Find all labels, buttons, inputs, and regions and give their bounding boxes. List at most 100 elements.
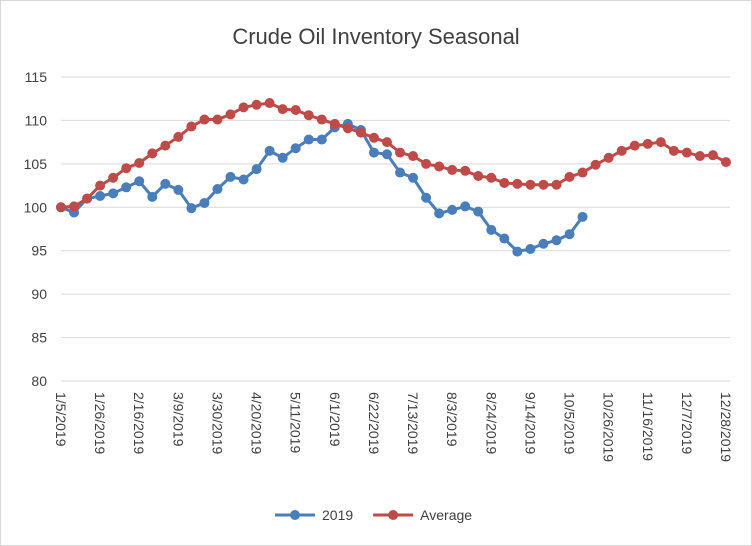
x-tick-label: 6/22/2019 xyxy=(366,392,382,454)
data-point xyxy=(694,151,705,162)
data-point xyxy=(95,180,106,191)
data-point xyxy=(69,201,80,212)
data-point xyxy=(121,182,132,193)
data-point xyxy=(199,197,210,208)
data-point xyxy=(447,204,458,215)
data-point xyxy=(434,161,445,172)
data-point xyxy=(616,145,627,156)
data-point xyxy=(134,157,145,168)
legend-label: 2019 xyxy=(322,507,353,523)
data-point xyxy=(577,167,588,178)
data-point xyxy=(368,132,379,143)
data-point xyxy=(421,192,432,203)
chart-title: Crude Oil Inventory Seasonal xyxy=(232,24,519,49)
x-tick-label: 10/5/2019 xyxy=(562,392,578,454)
data-point xyxy=(564,171,575,182)
x-tick-label: 2/16/2019 xyxy=(131,392,147,454)
data-point xyxy=(655,137,666,148)
data-point xyxy=(707,150,718,161)
x-tick-label: 3/9/2019 xyxy=(170,392,186,447)
data-point xyxy=(329,118,340,129)
data-point xyxy=(434,208,445,219)
data-point xyxy=(512,246,523,257)
data-point xyxy=(108,172,119,183)
data-point xyxy=(82,193,93,204)
legend-marker xyxy=(388,510,399,520)
data-point xyxy=(173,184,184,195)
data-point xyxy=(681,147,692,158)
data-point xyxy=(238,102,249,113)
series-line xyxy=(60,101,727,209)
x-tick-label: 9/14/2019 xyxy=(522,392,538,454)
x-tick-label: 12/28/2019 xyxy=(718,392,734,462)
data-point xyxy=(395,147,406,158)
data-point xyxy=(486,172,497,183)
data-point xyxy=(473,171,484,182)
data-point xyxy=(590,159,601,170)
y-tick-label: 85 xyxy=(31,330,47,346)
data-point xyxy=(629,140,640,151)
x-tick-label: 4/20/2019 xyxy=(249,392,265,454)
data-point xyxy=(121,163,132,174)
data-point xyxy=(447,164,458,175)
data-point xyxy=(381,137,392,148)
x-tick-label: 8/24/2019 xyxy=(483,392,499,454)
data-point xyxy=(486,224,497,235)
y-tick-label: 90 xyxy=(31,286,47,302)
data-point xyxy=(251,164,262,175)
data-point xyxy=(408,172,419,183)
data-point xyxy=(603,152,614,163)
data-point xyxy=(721,157,731,168)
data-point xyxy=(160,140,171,151)
data-point xyxy=(460,201,471,212)
data-point xyxy=(538,179,549,190)
y-tick-label: 100 xyxy=(24,199,48,215)
x-tick-label: 3/30/2019 xyxy=(209,392,225,454)
data-point xyxy=(316,114,327,125)
data-point xyxy=(238,174,249,185)
data-point xyxy=(212,114,223,125)
data-point xyxy=(56,202,66,213)
data-point xyxy=(642,138,653,149)
x-tick-label: 10/26/2019 xyxy=(601,392,617,462)
data-point xyxy=(538,238,549,249)
data-point xyxy=(395,167,406,178)
data-point xyxy=(499,233,510,244)
data-point xyxy=(277,104,288,115)
data-point xyxy=(147,148,158,159)
data-point xyxy=(421,158,432,169)
x-tick-label: 6/1/2019 xyxy=(327,392,343,447)
x-tick-label: 8/3/2019 xyxy=(444,392,460,447)
y-tick-label: 105 xyxy=(24,156,48,172)
data-point xyxy=(277,152,288,163)
x-tick-label: 12/7/2019 xyxy=(679,392,695,454)
y-tick-label: 110 xyxy=(25,112,48,128)
data-point xyxy=(512,178,523,189)
x-tick-label: 1/26/2019 xyxy=(92,392,108,454)
data-point xyxy=(564,229,575,240)
data-point xyxy=(368,147,379,158)
data-point xyxy=(290,105,301,116)
legend-marker xyxy=(290,510,300,520)
data-point xyxy=(525,243,536,254)
y-tick-label: 115 xyxy=(25,69,48,85)
data-point xyxy=(408,151,419,162)
data-point xyxy=(473,206,484,217)
data-point xyxy=(355,127,366,138)
x-tick-label: 7/13/2019 xyxy=(405,392,421,454)
data-point xyxy=(577,211,588,222)
data-point xyxy=(551,235,562,246)
data-point xyxy=(225,171,236,182)
data-point xyxy=(342,123,353,134)
x-tick-label: 5/11/2019 xyxy=(288,392,304,453)
data-point xyxy=(264,98,275,109)
data-point xyxy=(525,179,536,190)
data-point xyxy=(108,188,119,199)
data-point xyxy=(160,178,171,189)
x-tick-label: 11/16/2019 xyxy=(640,392,656,461)
data-point xyxy=(551,179,562,190)
y-tick-label: 80 xyxy=(31,373,47,389)
data-point xyxy=(186,203,197,214)
